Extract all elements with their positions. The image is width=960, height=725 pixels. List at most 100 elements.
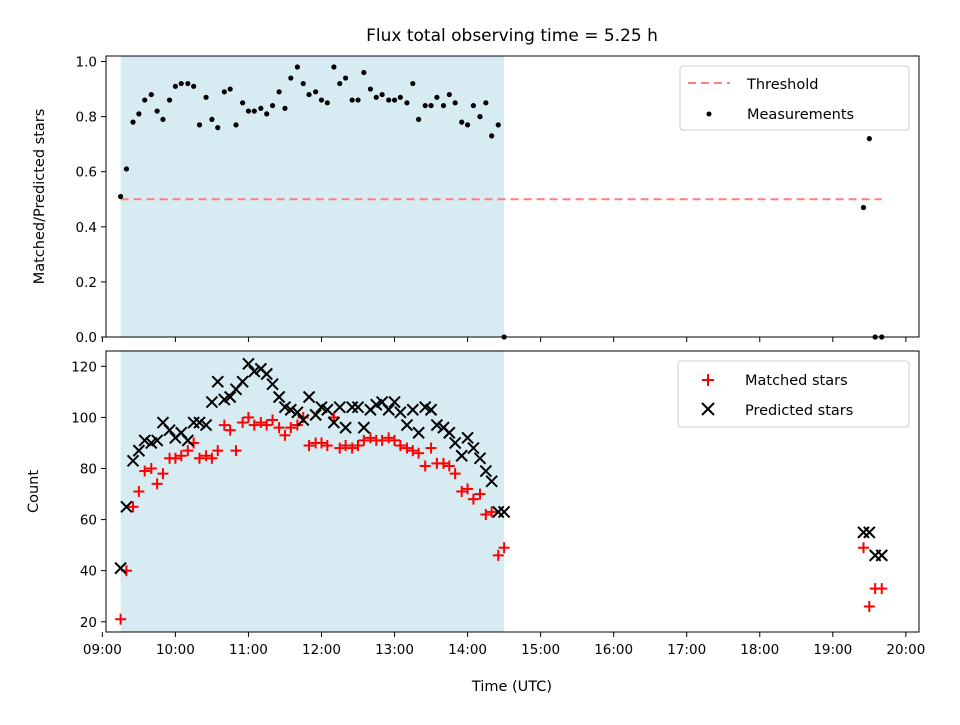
count-panel-frame: [105, 350, 920, 633]
measurement-point: [185, 80, 191, 87]
predicted-star-point: [205, 395, 219, 409]
matched-star-point: [169, 452, 181, 464]
predicted-star-point: [181, 434, 195, 447]
predicted-star-point: [473, 452, 487, 465]
measurement-point: [313, 89, 319, 95]
ratio-y-axis: 0.0 0.2 0.4 0.6 0.8 1.0: [76, 55, 106, 346]
predicted-star-b: [199, 418, 213, 432]
matched-star-point: [443, 460, 455, 472]
matched-star-point: [364, 432, 376, 444]
measurement-point: [379, 91, 385, 98]
x-tick-label: 20:00: [886, 642, 925, 658]
matched-star-point: [212, 445, 224, 457]
predicted-star-point: [211, 375, 224, 388]
predicted-star-b: [278, 400, 292, 414]
x-tick-label: 14:00: [448, 642, 487, 658]
predicted-star-b: [382, 403, 395, 416]
predicted-star-b: [351, 400, 365, 414]
matched-star-point: [340, 440, 352, 452]
matched-star-point: [230, 445, 242, 457]
matched-star-point: [285, 422, 297, 434]
measurement-point: [264, 111, 270, 117]
measurement-point: [349, 97, 355, 103]
measurement-point: [191, 83, 197, 89]
measurement-point: [464, 122, 471, 128]
measurement-point: [142, 97, 148, 103]
predicted-star-point: [242, 357, 255, 370]
matched-legend-label: Matched stars: [745, 373, 848, 389]
matched-star-point: [328, 411, 340, 423]
matched-star-point: [242, 411, 254, 423]
x-tick-label: 18:00: [740, 642, 779, 658]
predicted-star-b: [461, 431, 474, 445]
matched-star-point: [876, 583, 888, 595]
matched-star-point: [456, 486, 468, 497]
predicted-star-b: [156, 416, 170, 429]
predicted-star-b: [175, 426, 188, 439]
predicted-star-b: [150, 434, 164, 447]
predicted-star-point: [400, 418, 414, 432]
predicted-star-point: [448, 436, 462, 450]
measurements-legend-label: Measurements: [747, 107, 854, 123]
predicted-star-b: [223, 390, 237, 404]
matched-star-point: [498, 542, 510, 554]
matched-star-point: [127, 501, 139, 513]
matched-star-point: [145, 463, 157, 475]
measurement-point: [361, 69, 367, 76]
predicted-star-point: [199, 418, 213, 432]
measurement-point: [221, 89, 227, 95]
matched-star-point: [480, 508, 492, 520]
measurement-point: [324, 100, 330, 106]
x-tick-label: 19:00: [813, 642, 852, 658]
measurement-point: [446, 91, 452, 98]
measurement-point: [477, 114, 483, 120]
y-tick-label: 60: [80, 513, 97, 529]
predicted-star-point: [272, 390, 286, 404]
ratio-y-axis-label: Matched/Predicted stars: [32, 109, 48, 285]
predicted-star-b: [138, 434, 151, 447]
predicted-star-point: [388, 395, 401, 409]
predicted-star-point: [126, 454, 140, 468]
predicted-star-point: [150, 434, 164, 447]
predicted-star-b: [132, 444, 146, 457]
measurement-point: [342, 75, 349, 81]
predicted-star-point: [461, 431, 474, 445]
predicted-star-b: [126, 454, 140, 468]
predicted-star-point: [236, 375, 249, 388]
x-tick-label: 10:00: [156, 642, 195, 658]
matched-star-point: [139, 465, 151, 477]
predicted-star-b: [485, 475, 498, 488]
matched-star-point: [352, 440, 364, 452]
measurement-point: [452, 100, 458, 106]
measurement-point: [209, 116, 215, 122]
count-series: [114, 357, 888, 625]
predicted-star-point: [120, 500, 133, 514]
predicted-star-b: [187, 416, 200, 429]
measurement-point: [300, 80, 306, 87]
predicted-star-point: [248, 365, 261, 378]
measurement-point: [282, 105, 288, 111]
measurement-point: [172, 83, 178, 89]
measurement-point: [489, 133, 495, 139]
measurement-point: [239, 100, 246, 106]
measurement-point: [306, 91, 312, 98]
matched-star-point: [303, 440, 315, 452]
measurement-point: [166, 97, 173, 103]
predicted-star-point: [406, 403, 419, 416]
predicted-star-point: [863, 526, 876, 539]
predicted-star-b: [406, 403, 419, 416]
matched-star-point: [425, 442, 437, 454]
measurement-point: [136, 111, 142, 117]
matched-star-point: [389, 434, 401, 446]
predicted-star-point: [284, 403, 298, 416]
predicted-star-b: [430, 418, 444, 432]
predicted-star-b: [448, 436, 462, 450]
predicted-star-b: [193, 416, 206, 429]
predicted-star-point: [345, 400, 359, 414]
matched-star-point: [383, 432, 395, 444]
predicted-star-point: [333, 400, 346, 414]
predicted-star-b: [272, 390, 286, 404]
ratio-panel-frame: [105, 55, 920, 338]
threshold-legend-label: Threshold: [746, 77, 818, 93]
count-legend-box: [677, 360, 910, 428]
